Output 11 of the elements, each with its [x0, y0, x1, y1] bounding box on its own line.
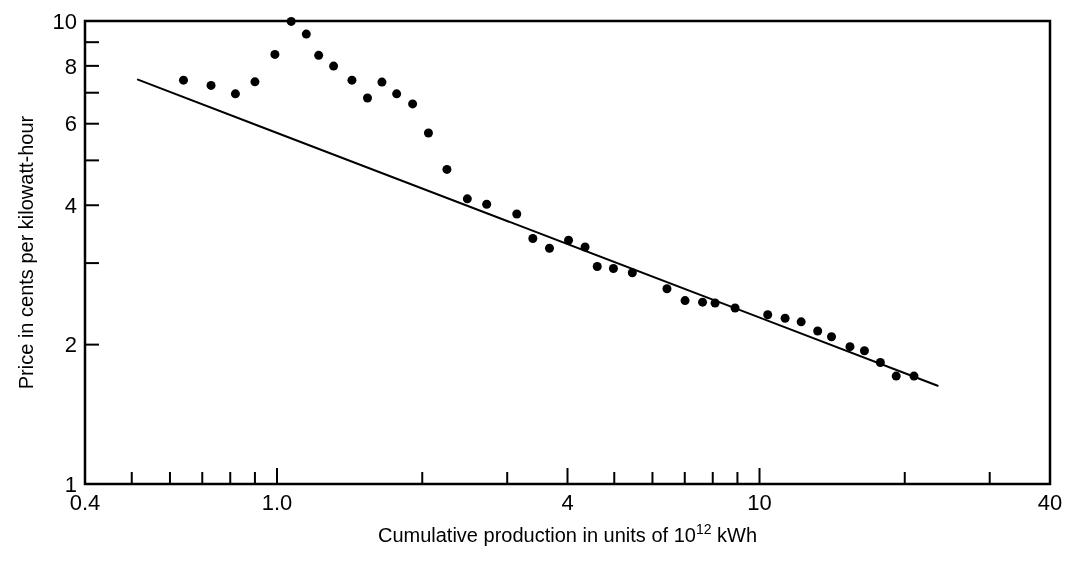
x-tick-label: 10 [747, 490, 772, 515]
y-tick-label: 10 [52, 8, 77, 34]
y-tick-label: 8 [64, 53, 77, 79]
y-tick-label: 6 [64, 111, 77, 137]
x-tick-label: 1.0 [261, 490, 293, 515]
x-axis-title: Cumulative production in units of 10$^{12}$ kWh [377, 521, 758, 546]
x-tick-label: 40 [1037, 490, 1063, 515]
y-tick-label: 4 [64, 192, 77, 218]
y-tick-label: 2 [64, 332, 77, 358]
y-axis-title: Price in cents per kilowatt-hour [15, 115, 37, 390]
x-tick-label: 4 [561, 490, 574, 515]
